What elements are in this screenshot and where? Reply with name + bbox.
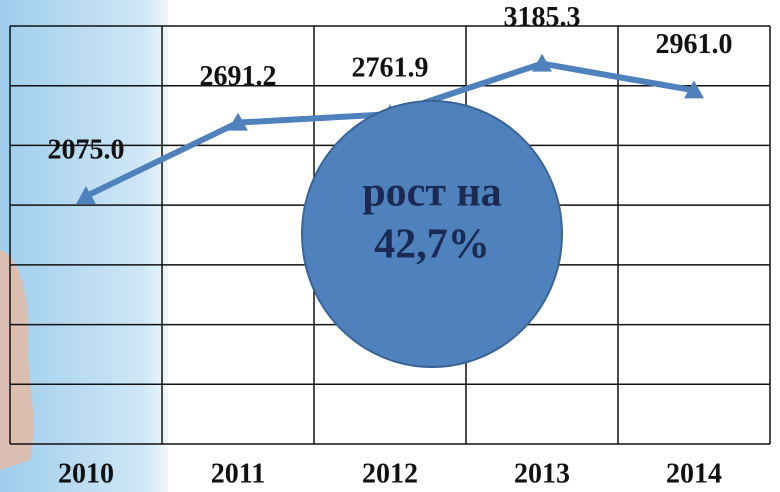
x-tick-label: 2010: [58, 458, 114, 489]
data-point: [684, 80, 704, 99]
x-tick-label: 2011: [211, 458, 265, 489]
data-point: [228, 112, 248, 131]
annotation-text: 42,7%: [374, 222, 490, 268]
data-label: 3185.3: [504, 2, 581, 33]
data-label: 2075.0: [48, 135, 125, 166]
data-point: [532, 53, 552, 72]
annotation-text: рост на: [362, 170, 501, 216]
x-tick-label: 2012: [362, 458, 418, 489]
data-label: 2761.9: [352, 53, 429, 84]
x-tick-label: 2014: [666, 458, 722, 489]
hand-image: [0, 250, 34, 470]
data-label: 2961.0: [656, 29, 733, 60]
x-tick-label: 2013: [514, 458, 570, 489]
data-label: 2691.2: [200, 61, 277, 92]
annotation-bubble: [301, 100, 563, 368]
data-point: [76, 186, 96, 205]
